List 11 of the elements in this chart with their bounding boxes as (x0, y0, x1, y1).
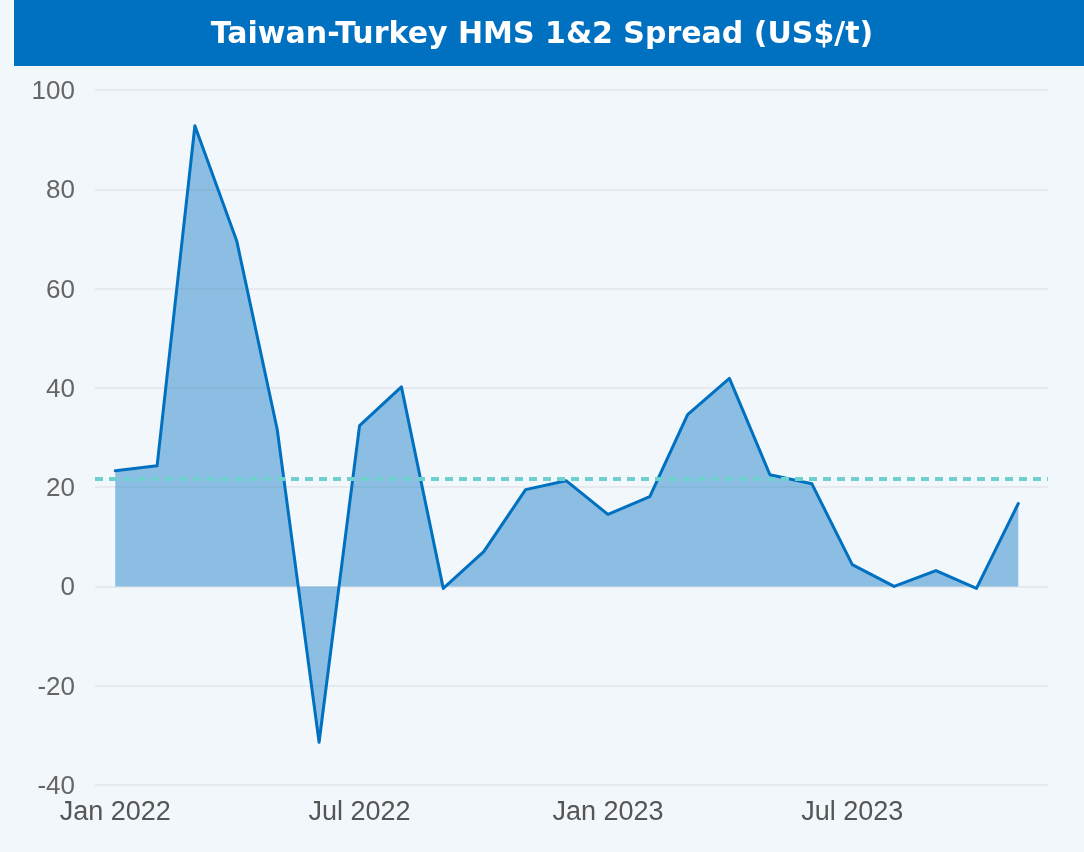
y-tick-label: 20 (46, 472, 75, 503)
y-tick-label: 0 (60, 571, 75, 602)
x-tick-label: Jan 2023 (552, 795, 664, 826)
y-tick-label: -20 (37, 670, 75, 701)
x-tick-label: Jul 2022 (308, 795, 411, 826)
y-tick-label: 40 (46, 372, 75, 403)
y-tick-label: 100 (31, 75, 75, 105)
y-tick-label: 80 (46, 174, 75, 205)
x-tick-label: Jul 2023 (801, 795, 904, 826)
y-tick-label: 60 (46, 273, 75, 304)
chart-title: Taiwan-Turkey HMS 1&2 Spread (US$/t) (210, 14, 874, 50)
